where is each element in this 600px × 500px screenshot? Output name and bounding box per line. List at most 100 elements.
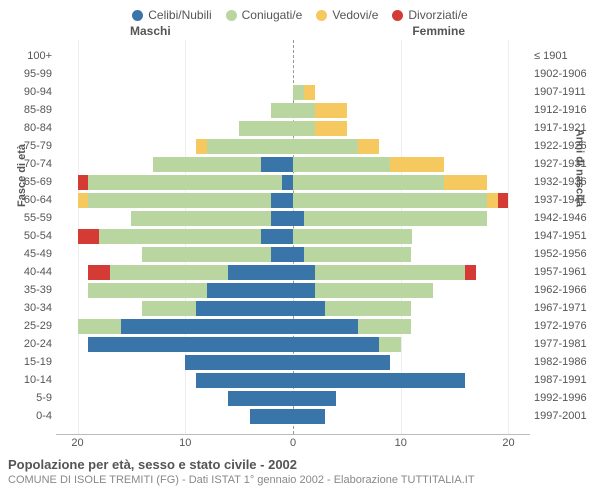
male-bar — [56, 49, 293, 64]
birth-year-label: 1992-1996 — [530, 392, 587, 404]
male-bar — [56, 355, 293, 370]
seg-coniugati — [315, 283, 434, 298]
legend-swatch — [392, 10, 403, 21]
seg-vedovi — [444, 175, 487, 190]
seg-celibi — [196, 373, 293, 388]
seg-celibi — [293, 373, 465, 388]
x-axis: 201001020 — [56, 435, 530, 451]
x-tick: 20 — [502, 437, 514, 449]
seg-celibi — [271, 247, 293, 262]
female-bar — [293, 355, 530, 370]
chart-subtitle: COMUNE DI ISOLE TREMITI (FG) - Dati ISTA… — [8, 474, 592, 486]
birth-year-label: 1942-1946 — [530, 212, 587, 224]
female-bar — [293, 283, 530, 298]
seg-vedovi — [315, 103, 347, 118]
age-label: 55-59 — [24, 212, 56, 224]
age-row: 45-491952-1956 — [56, 246, 530, 264]
legend-label: Divorziati/e — [408, 8, 467, 22]
age-row: 95-991902-1906 — [56, 66, 530, 84]
seg-coniugati — [142, 247, 271, 262]
male-bar — [56, 211, 293, 226]
female-bar — [293, 157, 530, 172]
seg-coniugati — [293, 193, 487, 208]
header-female: Femmine — [412, 24, 465, 38]
seg-celibi — [228, 265, 293, 280]
male-bar — [56, 121, 293, 136]
seg-vedovi — [487, 193, 498, 208]
female-bar — [293, 103, 530, 118]
age-row: 75-791922-1926 — [56, 138, 530, 156]
legend-item: Divorziati/e — [392, 8, 467, 22]
age-row: 20-241977-1981 — [56, 336, 530, 354]
legend: Celibi/NubiliConiugati/eVedovi/eDivorzia… — [0, 0, 600, 22]
plot-area: Fasce di età Anni di nascita 100+≤ 19019… — [56, 40, 530, 435]
birth-year-label: ≤ 1901 — [530, 50, 568, 62]
age-label: 45-49 — [24, 248, 56, 260]
female-bar — [293, 373, 530, 388]
male-bar — [56, 85, 293, 100]
seg-celibi — [271, 193, 293, 208]
male-bar — [56, 337, 293, 352]
male-bar — [56, 139, 293, 154]
seg-celibi — [293, 355, 390, 370]
female-bar — [293, 67, 530, 82]
x-tick: 10 — [395, 437, 407, 449]
seg-coniugati — [153, 157, 261, 172]
age-row: 10-141987-1991 — [56, 372, 530, 390]
seg-coniugati — [293, 121, 315, 136]
seg-coniugati — [131, 211, 271, 226]
column-headers: Maschi Femmine — [0, 22, 600, 40]
seg-coniugati — [207, 139, 293, 154]
male-bar — [56, 409, 293, 424]
seg-vedovi — [390, 157, 444, 172]
birth-year-label: 1952-1956 — [530, 248, 587, 260]
male-bar — [56, 301, 293, 316]
birth-year-label: 1937-1941 — [530, 194, 587, 206]
male-bar — [56, 283, 293, 298]
footer: Popolazione per età, sesso e stato civil… — [8, 457, 592, 486]
age-label: 85-89 — [24, 104, 56, 116]
legend-item: Coniugati/e — [226, 8, 303, 22]
male-bar — [56, 265, 293, 280]
age-row: 90-941907-1911 — [56, 84, 530, 102]
seg-celibi — [261, 229, 293, 244]
age-row: 30-341967-1971 — [56, 300, 530, 318]
female-bar — [293, 301, 530, 316]
seg-divorziati — [88, 265, 110, 280]
birth-year-label: 1977-1981 — [530, 338, 587, 350]
age-row: 5-91992-1996 — [56, 390, 530, 408]
female-bar — [293, 193, 530, 208]
birth-year-label: 1902-1906 — [530, 68, 587, 80]
male-bar — [56, 319, 293, 334]
male-bar — [56, 193, 293, 208]
seg-coniugati — [325, 301, 411, 316]
seg-divorziati — [465, 265, 476, 280]
legend-swatch — [316, 10, 327, 21]
male-bar — [56, 103, 293, 118]
seg-coniugati — [88, 283, 207, 298]
age-label: 15-19 — [24, 356, 56, 368]
female-bar — [293, 49, 530, 64]
female-bar — [293, 391, 530, 406]
female-bar — [293, 139, 530, 154]
seg-celibi — [207, 283, 293, 298]
female-bar — [293, 121, 530, 136]
age-row: 65-691932-1936 — [56, 174, 530, 192]
seg-coniugati — [110, 265, 229, 280]
age-row: 85-891912-1916 — [56, 102, 530, 120]
seg-celibi — [293, 319, 358, 334]
seg-celibi — [293, 265, 315, 280]
age-row: 80-841917-1921 — [56, 120, 530, 138]
female-bar — [293, 409, 530, 424]
seg-coniugati — [293, 139, 358, 154]
seg-coniugati — [293, 175, 444, 190]
age-label: 90-94 — [24, 86, 56, 98]
age-label: 70-74 — [24, 158, 56, 170]
seg-coniugati — [271, 103, 293, 118]
birth-year-label: 1912-1916 — [530, 104, 587, 116]
seg-celibi — [228, 391, 293, 406]
legend-label: Celibi/Nubili — [148, 8, 211, 22]
age-label: 75-79 — [24, 140, 56, 152]
female-bar — [293, 265, 530, 280]
age-row: 55-591942-1946 — [56, 210, 530, 228]
